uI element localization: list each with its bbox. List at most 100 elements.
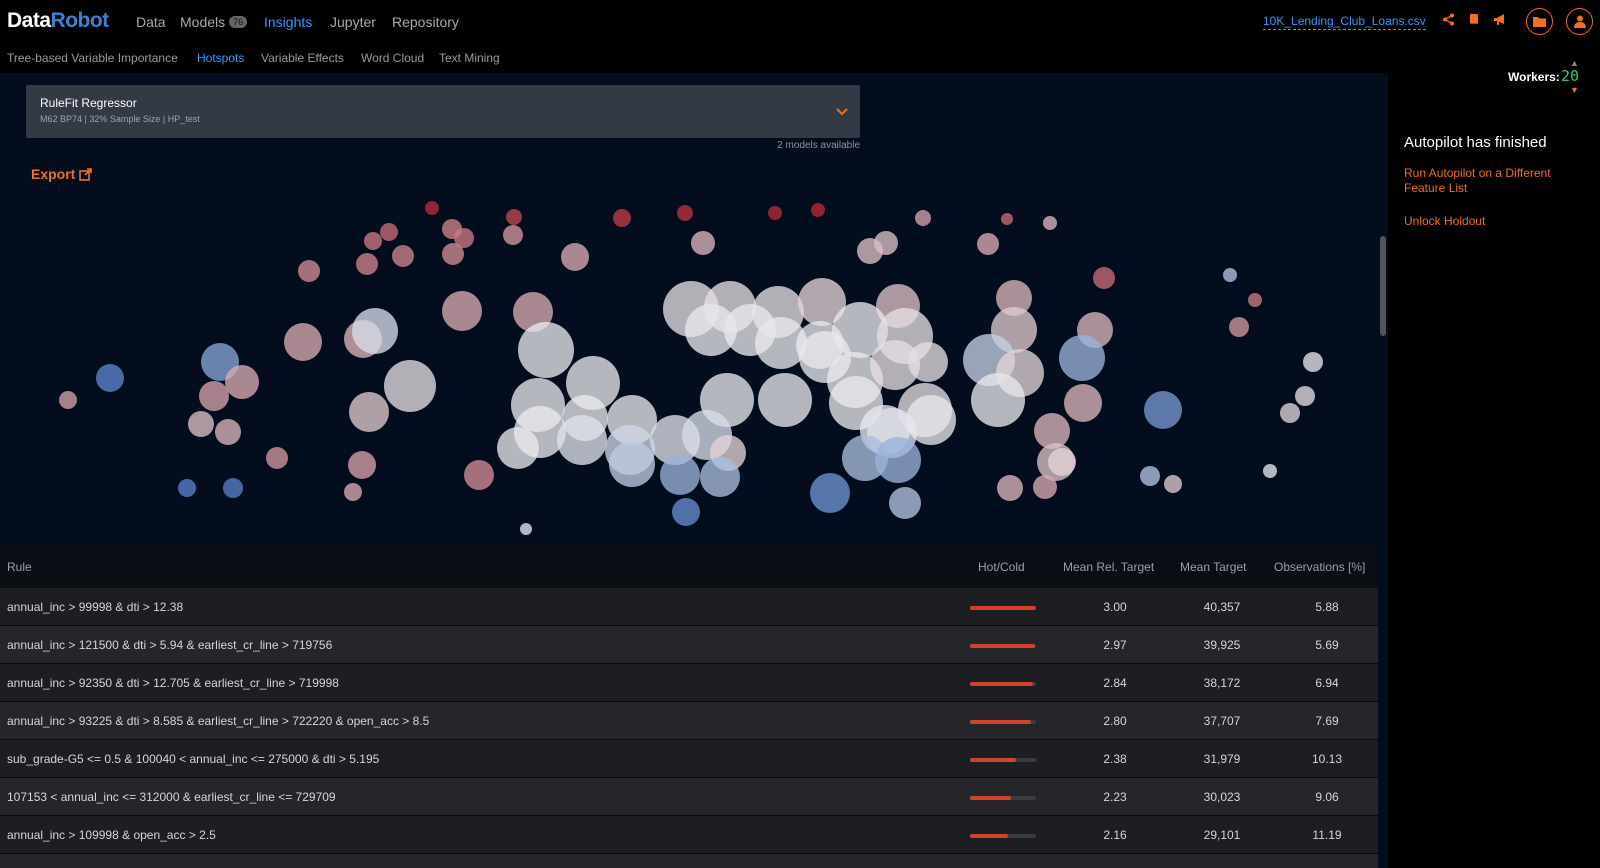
hotspot-bubble[interactable] — [613, 209, 631, 227]
hotspot-bubble[interactable] — [518, 322, 574, 378]
hotspot-bubble[interactable] — [344, 483, 362, 501]
export-button[interactable]: Export — [31, 166, 93, 182]
dataset-name-link[interactable]: 10K_Lending_Club_Loans.csv — [1263, 14, 1426, 30]
header-observations[interactable]: Observations [%] — [1274, 560, 1366, 574]
hotspot-bubble[interactable] — [842, 435, 888, 481]
hotspot-bubble[interactable] — [454, 228, 474, 248]
hotspot-bubble[interactable] — [223, 478, 243, 498]
hotspot-bubble[interactable] — [908, 342, 948, 382]
nav-repository[interactable]: Repository — [392, 14, 459, 30]
hotspot-bubble[interactable] — [685, 304, 737, 356]
hotspot-bubble[interactable] — [464, 460, 494, 490]
run-autopilot-link[interactable]: Run Autopilot on a Different Feature Lis… — [1404, 166, 1551, 195]
hotspot-bubble[interactable] — [1280, 403, 1300, 423]
hotspot-bubble[interactable] — [996, 280, 1032, 316]
hotspot-bubble[interactable] — [298, 260, 320, 282]
hotspot-bubble[interactable] — [1048, 448, 1076, 476]
hotspot-bubble[interactable] — [520, 523, 532, 535]
hotspot-bubble[interactable] — [691, 231, 715, 255]
hotspot-bubble[interactable] — [380, 223, 398, 241]
hotspot-bubble[interactable] — [1229, 317, 1249, 337]
hotspot-bubble[interactable] — [392, 245, 414, 267]
hotspot-bubble[interactable] — [352, 308, 398, 354]
hotspot-bubble[interactable] — [59, 391, 77, 409]
hotspot-bubble[interactable] — [364, 232, 382, 250]
hotspot-bubble[interactable] — [1043, 216, 1057, 230]
hotspot-bubble[interactable] — [178, 479, 196, 497]
hotspot-bubble[interactable] — [768, 206, 782, 220]
hotspot-bubble[interactable] — [1064, 384, 1102, 422]
hotspot-bubble[interactable] — [977, 233, 999, 255]
hotspot-bubble[interactable] — [1033, 475, 1057, 499]
hotspot-bubble[interactable] — [1144, 391, 1182, 429]
hotspot-bubble[interactable] — [1223, 268, 1237, 282]
user-menu-button[interactable] — [1566, 8, 1593, 35]
hotspot-bubble[interactable] — [875, 437, 921, 483]
table-row[interactable]: installment > 574.94 & annual_inc <= 800… — [0, 853, 1378, 868]
hotspot-bubble[interactable] — [672, 498, 700, 526]
hotspot-bubble[interactable] — [1263, 464, 1277, 478]
hotspot-bubble[interactable] — [215, 419, 241, 445]
hotspot-bubble[interactable] — [425, 201, 439, 215]
hotspot-bubble-map[interactable] — [0, 193, 1378, 538]
hotspot-bubble[interactable] — [384, 360, 436, 412]
hotspot-bubble[interactable] — [266, 447, 288, 469]
tab-word-cloud[interactable]: Word Cloud — [361, 51, 425, 65]
folder-button[interactable] — [1526, 8, 1553, 35]
table-row[interactable]: annual_inc > 121500 & dti > 5.94 & earli… — [0, 625, 1378, 663]
tab-tree-based-variable-importance[interactable]: Tree-based Variable Importance — [7, 51, 178, 65]
datarobot-logo[interactable]: DataRobot — [7, 9, 109, 33]
tab-text-mining[interactable]: Text Mining — [439, 51, 500, 65]
hotspot-bubble[interactable] — [442, 291, 482, 331]
nav-data[interactable]: Data — [136, 14, 166, 30]
table-row[interactable]: annual_inc > 92350 & dti > 12.705 & earl… — [0, 663, 1378, 701]
hotspot-bubble[interactable] — [677, 205, 693, 221]
hotspot-bubble[interactable] — [356, 253, 378, 275]
model-selector-dropdown[interactable]: RuleFit Regressor M62 BP74 | 32% Sample … — [26, 85, 860, 138]
hotspot-bubble[interactable] — [870, 340, 920, 390]
hotspot-bubble[interactable] — [284, 323, 322, 361]
header-rule[interactable]: Rule — [7, 560, 32, 574]
tab-variable-effects[interactable]: Variable Effects — [261, 51, 344, 65]
hotspot-bubble[interactable] — [442, 243, 464, 265]
workers-increase-icon[interactable]: ▲ — [1570, 58, 1579, 68]
main-scrollbar-track[interactable] — [1380, 163, 1386, 868]
hotspot-bubble[interactable] — [199, 381, 229, 411]
hotspot-bubble[interactable] — [1248, 293, 1262, 307]
hotspot-bubble[interactable] — [1034, 413, 1070, 449]
header-mean-rel-target[interactable]: Mean Rel. Target — [1063, 560, 1155, 574]
hotspot-bubble[interactable] — [497, 427, 539, 469]
workers-decrease-icon[interactable]: ▼ — [1570, 85, 1579, 95]
hotspot-bubble[interactable] — [660, 455, 700, 495]
megaphone-icon[interactable] — [1493, 13, 1507, 27]
hotspot-bubble[interactable] — [349, 392, 389, 432]
table-row[interactable]: annual_inc > 93225 & dti > 8.585 & earli… — [0, 701, 1378, 739]
hotspot-bubble[interactable] — [1164, 475, 1182, 493]
header-mean-target[interactable]: Mean Target — [1180, 560, 1247, 574]
hotspot-bubble[interactable] — [755, 317, 807, 369]
hotspot-bubble[interactable] — [1140, 466, 1160, 486]
hotspot-bubble[interactable] — [874, 231, 898, 255]
hotspot-bubble[interactable] — [1093, 267, 1115, 289]
hotspot-bubble[interactable] — [506, 209, 522, 225]
table-row[interactable]: sub_grade-G5 <= 0.5 & 100040 < annual_in… — [0, 739, 1378, 777]
hotspot-bubble[interactable] — [798, 278, 846, 326]
table-row[interactable]: 107153 < annual_inc <= 312000 & earliest… — [0, 777, 1378, 815]
nav-insights[interactable]: Insights — [264, 14, 313, 30]
hotspot-bubble[interactable] — [609, 441, 655, 487]
tab-hotspots[interactable]: Hotspots — [197, 51, 245, 65]
main-scrollbar-thumb[interactable] — [1380, 236, 1386, 336]
hotspot-bubble[interactable] — [915, 210, 931, 226]
hotspot-bubble[interactable] — [1001, 213, 1013, 225]
hotspot-bubble[interactable] — [1295, 386, 1315, 406]
hotspot-bubble[interactable] — [96, 364, 124, 392]
table-row[interactable]: annual_inc > 99998 & dti > 12.38 3.00 40,3… — [0, 587, 1378, 625]
nav-jupyter[interactable]: Jupyter — [330, 14, 376, 30]
hotspot-bubble[interactable] — [889, 487, 921, 519]
hotspot-bubble[interactable] — [700, 457, 740, 497]
hotspot-bubble[interactable] — [810, 473, 850, 513]
hotspot-bubble[interactable] — [811, 203, 825, 217]
hotspot-bubble[interactable] — [997, 475, 1023, 501]
hotspot-bubble[interactable] — [1059, 335, 1105, 381]
unlock-holdout-link[interactable]: Unlock Holdout — [1404, 214, 1486, 228]
